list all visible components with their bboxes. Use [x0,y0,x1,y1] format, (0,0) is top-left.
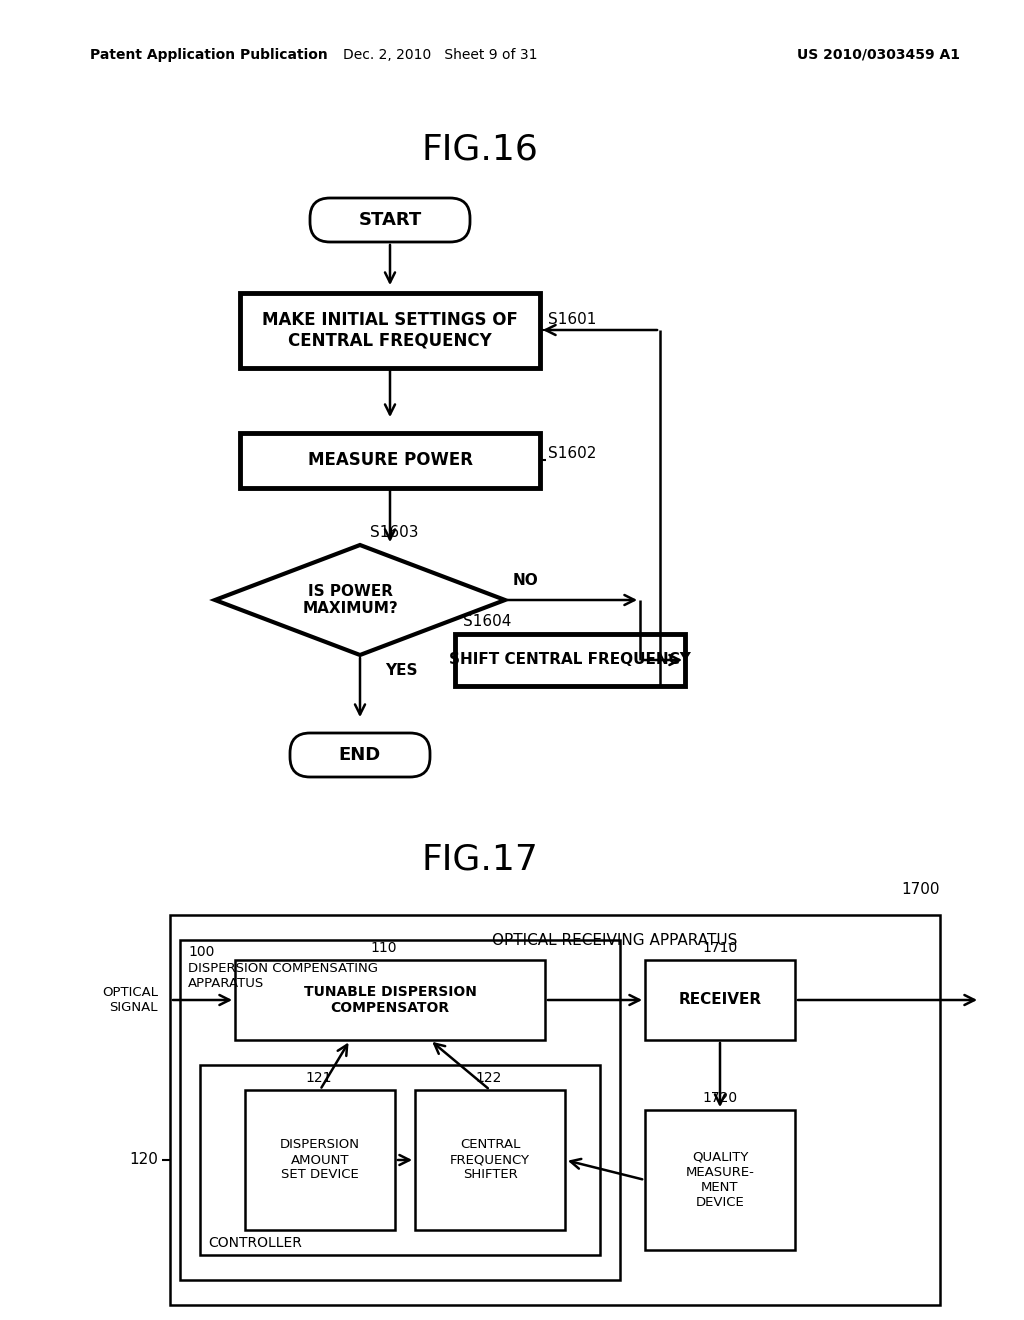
Bar [455,634,685,686]
Text: S1602: S1602 [548,446,596,462]
Text: 1700: 1700 [901,882,940,898]
Text: MAKE INITIAL SETTINGS OF
CENTRAL FREQUENCY: MAKE INITIAL SETTINGS OF CENTRAL FREQUEN… [262,310,518,350]
FancyBboxPatch shape [290,733,430,777]
Text: 1710: 1710 [702,941,737,954]
Text: S1603: S1603 [370,525,419,540]
Text: START: START [358,211,422,228]
Text: DISPERSION
AMOUNT
SET DEVICE: DISPERSION AMOUNT SET DEVICE [280,1138,360,1181]
Bar [240,433,540,487]
Text: QUALITY
MEASURE-
MENT
DEVICE: QUALITY MEASURE- MENT DEVICE [685,1151,755,1209]
Text: CENTRAL
FREQUENCY
SHIFTER: CENTRAL FREQUENCY SHIFTER [450,1138,530,1181]
Text: CONTROLLER: CONTROLLER [208,1236,302,1250]
Bar [180,940,620,1280]
Bar [200,1065,600,1255]
Bar [234,960,545,1040]
Text: 110: 110 [370,941,396,954]
Text: FIG.16: FIG.16 [422,133,539,168]
Text: S1601: S1601 [548,313,596,327]
Text: IS POWER
MAXIMUM?: IS POWER MAXIMUM? [302,583,398,616]
Text: OPTICAL
SIGNAL: OPTICAL SIGNAL [102,986,158,1014]
Text: RECEIVER: RECEIVER [679,993,762,1007]
Bar [245,1090,395,1230]
Text: 120: 120 [129,1152,158,1167]
Text: 122: 122 [475,1071,502,1085]
Text: NO: NO [513,573,539,587]
Text: 100: 100 [188,945,214,960]
Text: US 2010/0303459 A1: US 2010/0303459 A1 [797,48,961,62]
Text: FIG.17: FIG.17 [422,843,539,876]
Text: Patent Application Publication: Patent Application Publication [90,48,328,62]
FancyBboxPatch shape [310,198,470,242]
Bar [645,1110,795,1250]
Bar [645,960,795,1040]
Bar [240,293,540,367]
Text: MEASURE POWER: MEASURE POWER [307,451,472,469]
Text: DISPERSION COMPENSATING
APPARATUS: DISPERSION COMPENSATING APPARATUS [188,962,378,990]
Text: Dec. 2, 2010   Sheet 9 of 31: Dec. 2, 2010 Sheet 9 of 31 [343,48,538,62]
Text: YES: YES [385,663,418,678]
Text: 1720: 1720 [702,1092,737,1105]
Text: S1604: S1604 [463,614,511,630]
Bar [170,915,940,1305]
Text: TUNABLE DISPERSION
COMPENSATOR: TUNABLE DISPERSION COMPENSATOR [303,985,476,1015]
Text: 121: 121 [305,1071,332,1085]
Polygon shape [215,545,505,655]
Text: SHIFT CENTRAL FREQUENCY: SHIFT CENTRAL FREQUENCY [450,652,691,668]
Bar [415,1090,565,1230]
Text: OPTICAL RECEIVING APPARATUS: OPTICAL RECEIVING APPARATUS [493,933,737,948]
Text: END: END [339,746,381,764]
